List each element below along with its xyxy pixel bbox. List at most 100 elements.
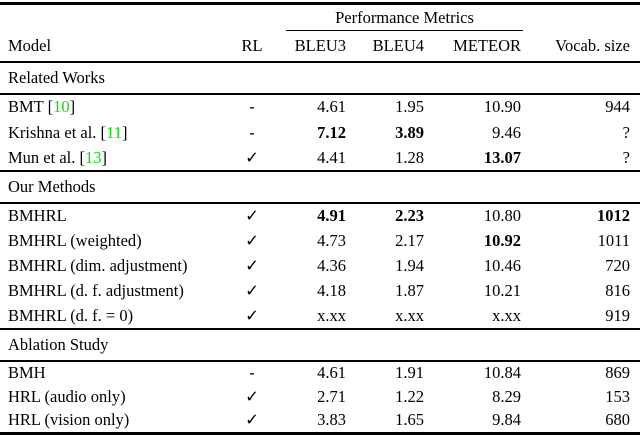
performance-metrics-header: Performance Metrics bbox=[286, 5, 523, 31]
rl-checkmark: ✓ bbox=[245, 386, 259, 406]
rl-checkmark: ✓ bbox=[245, 410, 259, 430]
vocab-value: 153 bbox=[605, 386, 630, 406]
citation-link[interactable]: 11 bbox=[106, 122, 122, 142]
vocab-value: 1011 bbox=[597, 230, 630, 250]
column-header-bleu3: BLEU3 bbox=[294, 36, 346, 55]
vocab-value: 816 bbox=[605, 281, 630, 301]
vocab-value: 720 bbox=[605, 256, 630, 276]
column-header-meteor: METEOR bbox=[453, 36, 521, 55]
rl-checkmark: ✓ bbox=[245, 230, 259, 250]
section-title: Ablation Study bbox=[8, 335, 109, 354]
model-name: BMHRL (dim. adjustment) bbox=[8, 256, 188, 276]
vocab-value: 944 bbox=[605, 97, 630, 117]
meteor-value: 9.84 bbox=[492, 410, 521, 430]
rl-dash: - bbox=[249, 363, 255, 383]
vocab-value: 869 bbox=[605, 363, 630, 383]
model-name: HRL (vision only) bbox=[8, 410, 130, 430]
bleu4-value: 1.94 bbox=[395, 256, 424, 276]
section-header-row: Our Methods bbox=[0, 171, 640, 204]
model-name: BMT [10] bbox=[8, 97, 76, 117]
bleu3-value: 4.41 bbox=[317, 147, 346, 167]
bleu4-value: 1.91 bbox=[395, 363, 424, 383]
table-row: HRL (vision only) ✓ 3.83 1.65 9.84 680 bbox=[0, 408, 640, 432]
column-header-bleu4: BLEU4 bbox=[372, 36, 424, 55]
bleu3-value: 3.83 bbox=[317, 410, 346, 430]
rl-dash: - bbox=[249, 122, 255, 142]
bleu4-value: 2.23 bbox=[395, 206, 424, 226]
bleu4-value: 3.89 bbox=[395, 122, 424, 142]
meteor-value: 10.80 bbox=[483, 206, 521, 226]
meteor-value: 10.84 bbox=[483, 363, 521, 383]
meteor-value: 10.90 bbox=[483, 97, 521, 117]
bleu3-value: x.xx bbox=[317, 305, 346, 325]
bleu3-value: 4.61 bbox=[317, 363, 346, 383]
citation-link[interactable]: 10 bbox=[53, 97, 70, 117]
model-name: BMHRL (d. f. = 0) bbox=[8, 305, 134, 325]
table-row: BMHRL (weighted) ✓ 4.73 2.17 10.92 1011 bbox=[0, 228, 640, 253]
bleu4-value: 1.28 bbox=[395, 147, 424, 167]
model-name: BMH bbox=[8, 363, 46, 383]
vocab-value: ? bbox=[622, 147, 630, 167]
section-header-row: Ablation Study bbox=[0, 329, 640, 361]
citation-link[interactable]: 13 bbox=[84, 147, 102, 167]
bleu4-value: 1.95 bbox=[395, 97, 424, 117]
model-name: HRL (audio only) bbox=[8, 386, 126, 406]
meteor-value: 10.46 bbox=[483, 256, 521, 276]
table-row: HRL (audio only) ✓ 2.71 1.22 8.29 153 bbox=[0, 385, 640, 409]
rl-checkmark: ✓ bbox=[245, 281, 259, 301]
model-name: BMHRL (d. f. adjustment) bbox=[8, 281, 184, 301]
rl-checkmark: ✓ bbox=[245, 305, 259, 325]
table-row: BMHRL (d. f. adjustment) ✓ 4.18 1.87 10.21 81… bbox=[0, 279, 640, 304]
bottom-rule bbox=[0, 432, 640, 435]
column-header-vocab-size: Vocab. size bbox=[555, 36, 630, 55]
rl-checkmark: ✓ bbox=[245, 256, 259, 276]
model-name: Mun et al. [13] bbox=[8, 147, 107, 167]
bleu3-value: 4.36 bbox=[317, 256, 346, 276]
table-row: BMT [10] - 4.61 1.95 10.90 944 bbox=[0, 94, 640, 120]
rl-checkmark: ✓ bbox=[245, 147, 259, 167]
table-row: BMHRL ✓ 4.91 2.23 10.80 1012 bbox=[0, 203, 640, 228]
meteor-value: 9.46 bbox=[492, 122, 521, 142]
table-row: BMH - 4.61 1.91 10.84 869 bbox=[0, 361, 640, 385]
rl-dash: - bbox=[249, 97, 255, 117]
model-name: BMHRL bbox=[8, 206, 67, 226]
model-name: Krishna et al. [11] bbox=[8, 122, 128, 142]
top-rule bbox=[0, 2, 640, 5]
table-row: BMHRL (d. f. = 0) ✓ x.xx x.xx x.xx 919 bbox=[0, 304, 640, 329]
bleu3-value: 4.91 bbox=[317, 206, 346, 226]
column-header-row: Model RL BLEU3 BLEU4 METEOR Vocab. size bbox=[0, 31, 640, 62]
results-table: Model RL BLEU3 BLEU4 METEOR Vocab. size … bbox=[0, 31, 640, 432]
bleu4-value: 1.22 bbox=[395, 386, 424, 406]
vocab-value: 919 bbox=[605, 305, 630, 325]
meteor-value: x.xx bbox=[492, 305, 521, 325]
table-body: Related Works BMT [10] - 4.61 1.95 10.90 944 Kr… bbox=[0, 62, 640, 432]
rl-checkmark: ✓ bbox=[245, 206, 259, 226]
column-header-model: Model bbox=[8, 36, 52, 55]
vocab-value: 680 bbox=[605, 410, 630, 430]
bleu3-value: 2.71 bbox=[317, 386, 346, 406]
table-row: Krishna et al. [11] - 7.12 3.89 9.46? bbox=[0, 120, 640, 146]
table-row: BMHRL (dim. adjustment) ✓ 4.36 1.94 10.46 720 bbox=[0, 253, 640, 278]
bleu4-value: 1.65 bbox=[395, 410, 424, 430]
column-header-rl: RL bbox=[241, 36, 263, 55]
section-title: Our Methods bbox=[8, 177, 96, 197]
section-header-row: Related Works bbox=[0, 62, 640, 94]
meteor-value: 13.07 bbox=[483, 147, 521, 167]
bleu3-value: 4.73 bbox=[317, 230, 346, 250]
bleu3-value: 4.18 bbox=[317, 281, 346, 301]
vocab-value: 1012 bbox=[597, 206, 630, 226]
meteor-value: 10.92 bbox=[483, 230, 521, 250]
bleu3-value: 4.61 bbox=[317, 97, 346, 117]
bleu4-value: 2.17 bbox=[395, 230, 424, 250]
meteor-value: 8.29 bbox=[492, 386, 521, 406]
section-title: Related Works bbox=[8, 68, 105, 87]
meteor-value: 10.21 bbox=[483, 281, 521, 301]
table-row: Mun et al. [13] ✓ 4.41 1.28 13.07? bbox=[0, 145, 640, 171]
bleu3-value: 7.12 bbox=[317, 122, 346, 142]
bleu4-value: 1.87 bbox=[395, 281, 424, 301]
model-name: BMHRL (weighted) bbox=[8, 230, 142, 250]
spanning-header-row: Performance Metrics bbox=[0, 5, 640, 31]
bleu4-value: x.xx bbox=[395, 305, 424, 325]
table-header: Model RL BLEU3 BLEU4 METEOR Vocab. size bbox=[0, 31, 640, 62]
